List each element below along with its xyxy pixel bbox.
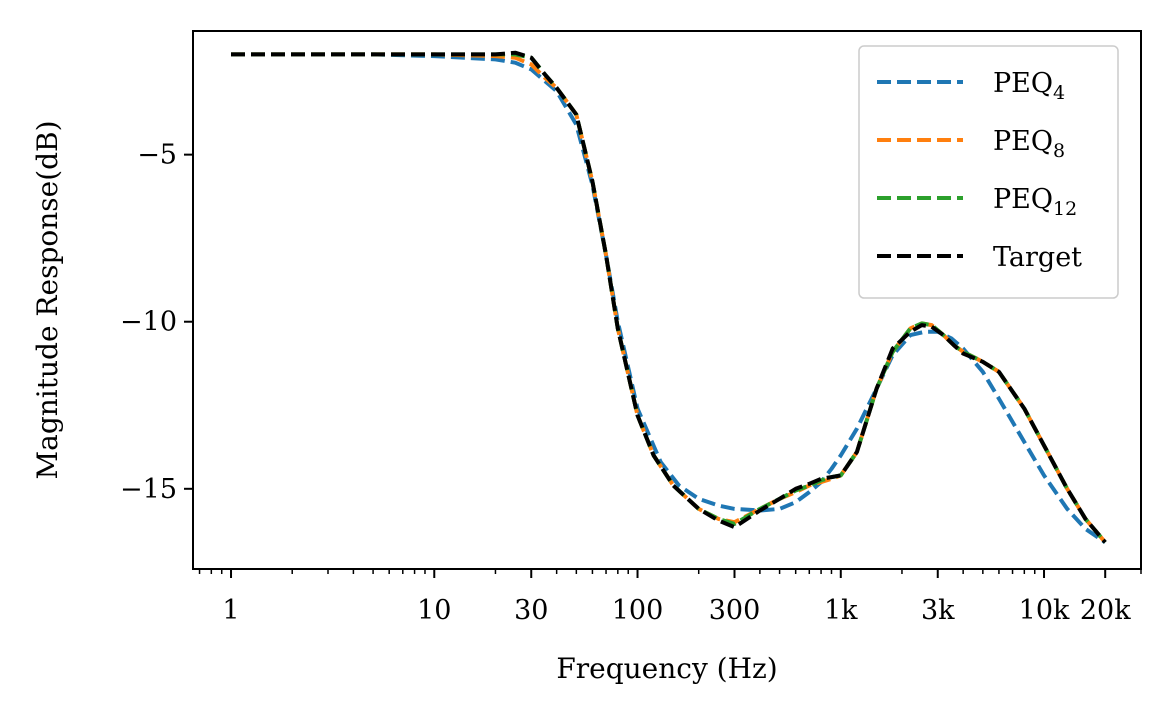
y-tick-label: −15 <box>120 474 177 505</box>
legend-label-subscript: 4 <box>1053 82 1065 104</box>
y-tick-label: −10 <box>120 307 177 338</box>
x-tick-label: 10k <box>1019 595 1070 626</box>
series-layer <box>231 50 1107 544</box>
x-tick-label: 100 <box>612 595 664 626</box>
x-tick-label: 20k <box>1080 595 1131 626</box>
y-axis-label: Magnitude Response(dB) <box>31 120 64 479</box>
legend-label-peq12: PEQ12 <box>993 184 1077 220</box>
x-axis-label: Frequency (Hz) <box>556 652 777 685</box>
legend-label-subscript: 8 <box>1053 140 1065 162</box>
legend-label-base: PEQ <box>993 68 1053 99</box>
legend-label-peq4: PEQ4 <box>993 68 1065 104</box>
legend-label-target: Target <box>993 242 1082 273</box>
legend-label-base: PEQ <box>993 184 1053 215</box>
axis-ticks: 1 10 30 100 300 1k 3k 10k 20k −5 −10 −15 <box>120 140 1142 626</box>
legend-label-base: Target <box>993 242 1082 273</box>
legend-label-base: PEQ <box>993 126 1053 157</box>
legend-label-subscript: 12 <box>1053 198 1077 220</box>
legend-label-peq8: PEQ8 <box>993 126 1065 162</box>
x-tick-label: 1 <box>222 595 239 626</box>
x-tick-label: 3k <box>921 595 955 626</box>
x-tick-label: 10 <box>417 595 451 626</box>
x-tick-label: 300 <box>709 595 761 626</box>
series-line-peq4 <box>231 52 1107 544</box>
legend-box <box>858 45 1119 299</box>
x-tick-label: 1k <box>824 595 858 626</box>
plot-frame <box>192 30 1142 570</box>
x-tick-label: 30 <box>514 595 548 626</box>
y-tick-label: −5 <box>137 140 177 171</box>
series-line-target <box>231 50 1107 544</box>
